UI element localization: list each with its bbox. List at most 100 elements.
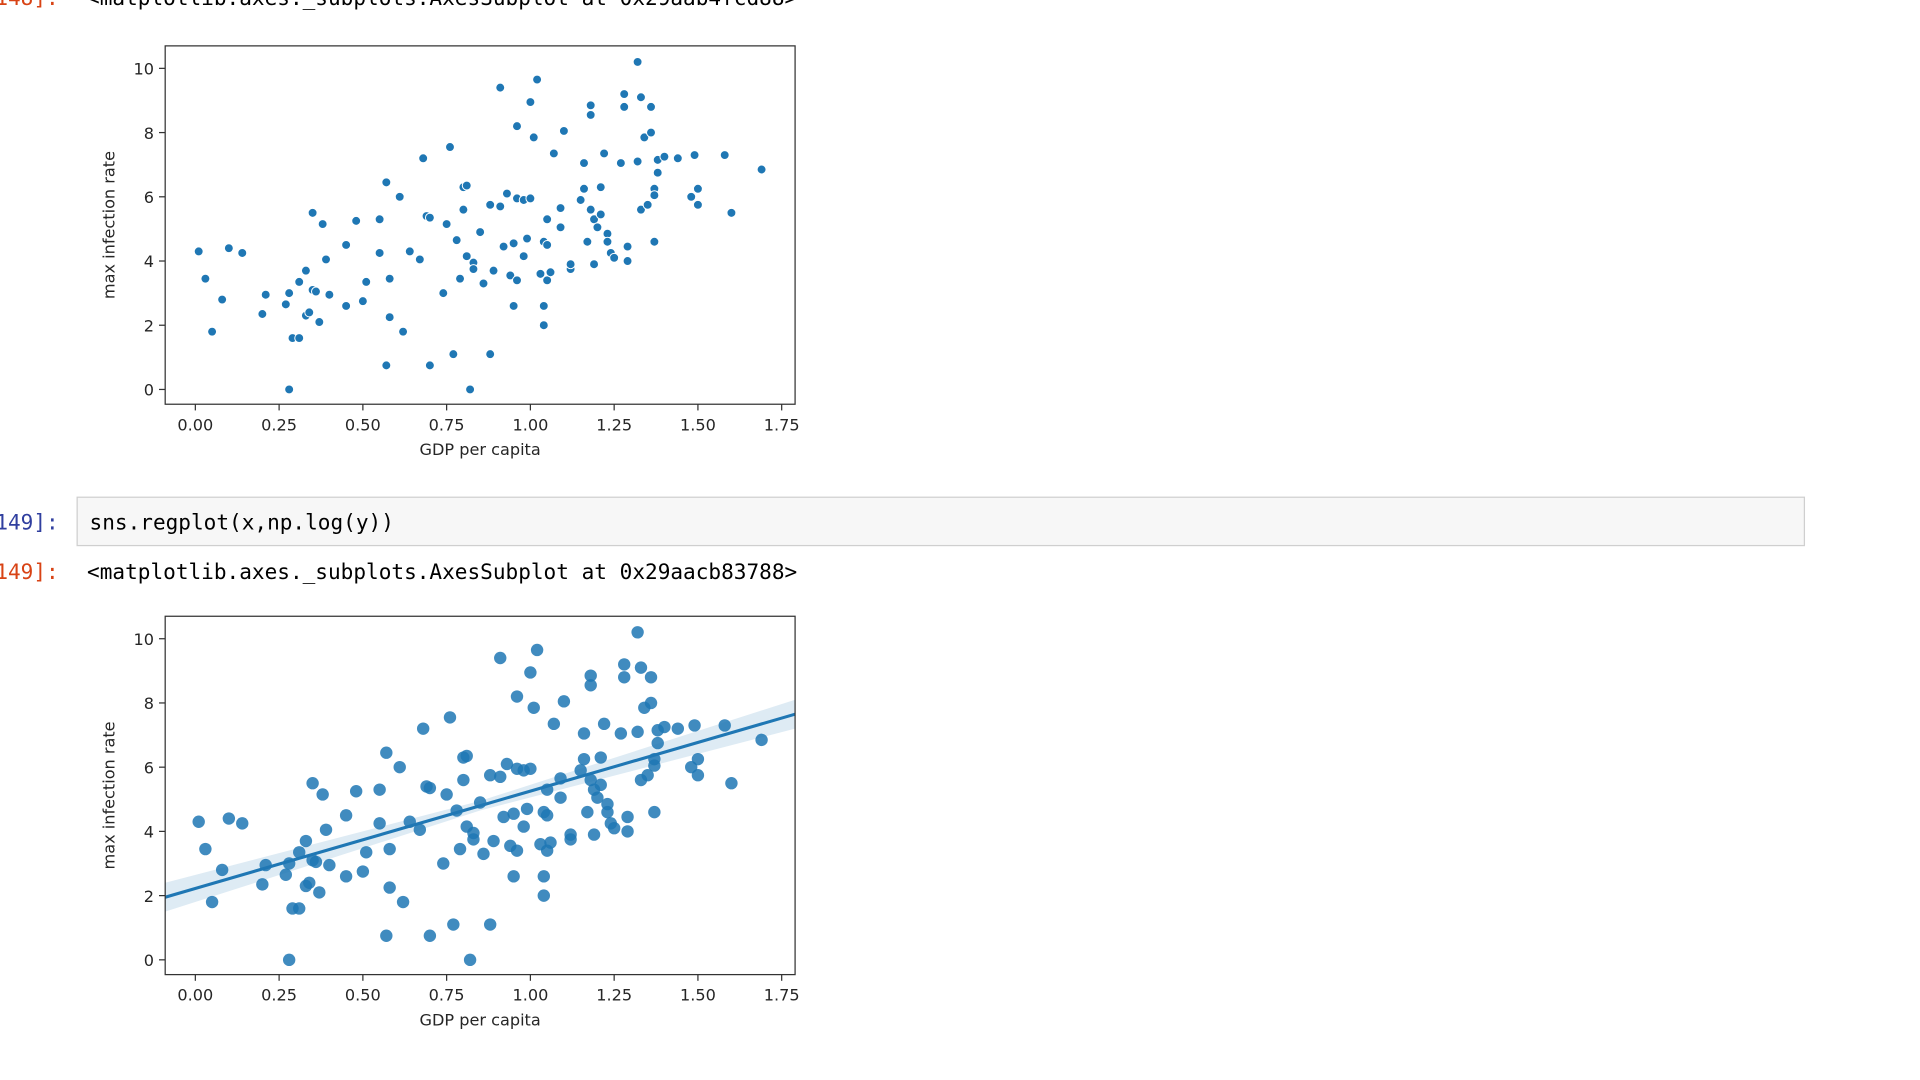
point (555, 222, 566, 233)
point (524, 666, 537, 679)
point (542, 239, 553, 250)
point (373, 817, 386, 830)
point (619, 101, 630, 112)
point (535, 268, 546, 279)
point (634, 661, 648, 674)
point (527, 701, 540, 714)
point (394, 191, 405, 202)
point (453, 842, 467, 856)
point (609, 252, 620, 263)
axes-frame (164, 615, 796, 976)
point (465, 384, 476, 395)
point (621, 825, 634, 838)
point (646, 127, 656, 138)
x-tick-label: 1.50 (680, 986, 716, 1005)
point (424, 360, 435, 371)
point (622, 256, 633, 266)
point (579, 158, 589, 169)
point (512, 275, 522, 286)
point (498, 241, 509, 252)
x-tick-label: 1.75 (764, 415, 800, 434)
point (641, 769, 654, 782)
point (217, 294, 228, 305)
point (215, 863, 229, 877)
point (374, 248, 385, 258)
point (349, 785, 363, 798)
point (621, 810, 634, 824)
point (416, 722, 430, 735)
point (594, 751, 607, 764)
point (309, 855, 323, 869)
point (639, 132, 650, 143)
point (316, 788, 329, 801)
point (284, 384, 295, 395)
point (467, 833, 480, 846)
point (293, 902, 306, 915)
point (396, 895, 410, 909)
point (726, 207, 737, 218)
point (508, 238, 519, 249)
point (582, 236, 593, 247)
point (599, 148, 610, 159)
point (356, 865, 370, 878)
point (423, 781, 437, 795)
point (360, 846, 373, 859)
point (451, 235, 462, 246)
point (445, 142, 455, 152)
point (718, 719, 731, 732)
y-tick-label: 6 (144, 188, 154, 207)
point (485, 349, 496, 360)
point (520, 802, 534, 816)
point (339, 870, 353, 883)
point (618, 658, 631, 671)
point (207, 326, 218, 337)
point (237, 248, 248, 258)
point (658, 720, 671, 734)
point (477, 847, 490, 861)
y-tick-label: 4 (144, 823, 154, 842)
point (495, 82, 506, 93)
point (461, 180, 472, 191)
x-tick-label: 1.00 (512, 986, 548, 1005)
point (494, 651, 507, 665)
point (357, 296, 368, 307)
point (532, 74, 543, 85)
point (487, 834, 500, 848)
x-tick-label: 1.00 (512, 415, 548, 434)
point (555, 203, 566, 213)
axes-frame (164, 45, 796, 405)
point (256, 878, 269, 891)
point (468, 264, 479, 275)
point (507, 807, 520, 820)
point (659, 151, 670, 162)
point (584, 773, 597, 787)
point (381, 177, 392, 188)
point (632, 156, 643, 167)
point (485, 199, 496, 210)
point (558, 126, 569, 136)
point (384, 312, 395, 323)
point (413, 823, 427, 836)
point (538, 301, 549, 311)
x-axis-label: GDP per capita (420, 1010, 541, 1029)
code-cell[interactable] (76, 496, 1806, 547)
point (512, 121, 522, 132)
point (423, 929, 437, 942)
point (688, 719, 701, 732)
point (525, 193, 536, 204)
point (686, 191, 697, 202)
y-tick-label: 4 (144, 252, 154, 271)
point (404, 246, 415, 257)
point (538, 320, 549, 331)
point (554, 791, 567, 804)
output-text: <matplotlib.axes._subplots.AxesSubplot a… (87, 559, 797, 584)
point (542, 214, 553, 225)
x-tick-label: 1.50 (680, 415, 716, 434)
point (597, 717, 611, 731)
point (579, 183, 589, 194)
point (594, 778, 607, 792)
point (648, 759, 661, 772)
y-axis-label: max infection rate (99, 151, 118, 299)
